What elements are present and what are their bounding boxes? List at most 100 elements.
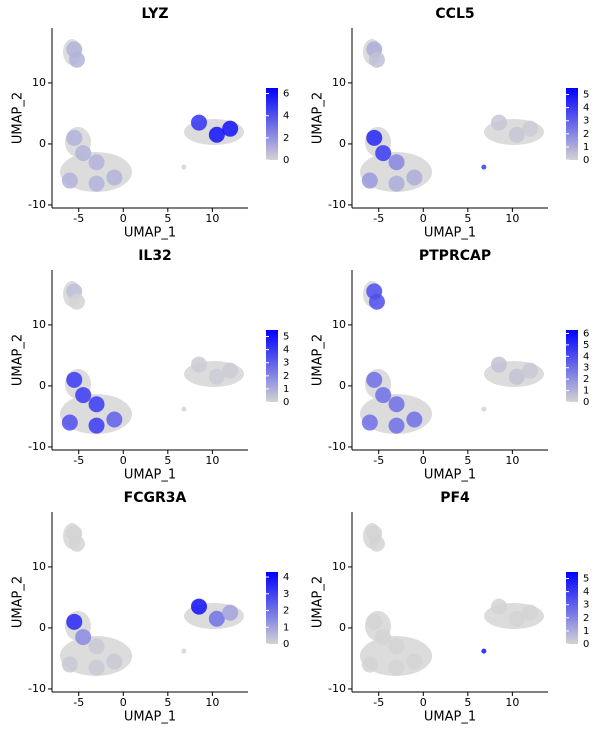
cell-point: [68, 293, 85, 310]
cell-point: [222, 120, 239, 137]
colorbar-tick-label: 5: [583, 574, 589, 585]
cell-point: [88, 175, 105, 192]
y-tick-label: 0: [339, 379, 346, 392]
cell-point: [191, 598, 207, 615]
colorbar-tick-label: 4: [583, 587, 589, 598]
cell-point: [375, 629, 392, 646]
x-tick-label: -5: [73, 454, 84, 467]
cell-point: [361, 656, 378, 673]
colorbar-tick-label: 0: [283, 639, 289, 650]
y-tick-label: -10: [28, 198, 46, 211]
cell-point: [181, 406, 187, 412]
colorbar-tick-label: 3: [583, 363, 589, 374]
colorbar-tick-label: 5: [583, 90, 589, 101]
cell-point: [61, 414, 78, 431]
colorbar: 0 1 2 3 4 5: [566, 88, 589, 166]
x-tick-label: 5: [164, 454, 171, 467]
x-tick-label: 10: [505, 454, 519, 467]
y-tick-label: 10: [332, 318, 346, 331]
panel-title: FCGR3A: [124, 490, 187, 506]
colorbar: 0 2 4 6: [266, 88, 289, 166]
colorbar-tick-label: 4: [583, 351, 589, 362]
x-tick-label: 10: [505, 212, 519, 225]
cell-point: [491, 598, 507, 615]
x-tick-label: 10: [205, 696, 219, 709]
cell-point: [66, 371, 83, 388]
panel-title: PF4: [440, 490, 470, 506]
colorbar-tick-label: 6: [583, 328, 589, 339]
colorbar-tick-label: 1: [583, 386, 589, 397]
cell-point: [75, 629, 92, 646]
y-tick-label: 0: [339, 137, 346, 150]
y-axis-label: UMAP_2: [311, 576, 326, 628]
colorbar-tick-label: 0: [583, 639, 589, 650]
cell-point: [208, 126, 225, 143]
colorbar-tick-label: 4: [283, 572, 289, 583]
y-tick-label: 10: [32, 318, 46, 331]
x-tick-label: 0: [420, 212, 427, 225]
cell-point: [66, 129, 83, 146]
cell-point: [522, 362, 539, 379]
x-axis-label: UMAP_1: [124, 468, 176, 483]
cell-point: [106, 653, 123, 670]
colorbar-tick-label: 4: [283, 111, 289, 122]
cell-point: [88, 638, 105, 655]
colorbar-tick-label: 0: [583, 155, 589, 166]
x-axis-label: UMAP_1: [124, 710, 176, 725]
cell-point: [68, 535, 85, 552]
x-tick-label: 5: [164, 212, 171, 225]
cell-point: [368, 51, 385, 68]
cell-point: [366, 613, 383, 630]
x-tick-label: 0: [120, 454, 127, 467]
colorbar-tick-label: 2: [283, 133, 289, 144]
cell-point: [208, 610, 225, 627]
cell-point: [191, 114, 207, 131]
colorbar-tick-label: 3: [283, 358, 289, 369]
cell-point: [361, 172, 378, 189]
feature-panel: IL32 -5 0 5 10 -10 0 10 UMAP_1 UMAP_2 0 1 2 3 4 5: [11, 248, 290, 483]
colorbar-bar: [566, 88, 578, 160]
x-tick-label: -5: [73, 696, 84, 709]
colorbar-tick-label: 3: [583, 600, 589, 611]
cell-point: [68, 51, 85, 68]
colorbar-bar: [266, 330, 278, 402]
x-tick-label: 0: [120, 696, 127, 709]
cell-point: [106, 169, 123, 186]
x-tick-label: 0: [120, 212, 127, 225]
colorbar-tick-label: 1: [583, 142, 589, 153]
colorbar-tick-label: 4: [583, 103, 589, 114]
cell-point: [481, 406, 487, 412]
x-tick-label: 5: [464, 454, 471, 467]
x-tick-label: -5: [373, 696, 384, 709]
feature-panel: FCGR3A -5 0 5 10 -10 0 10 UMAP_1 UMAP_2 0 1 2 3 4: [11, 490, 290, 725]
cell-point: [366, 371, 383, 388]
cell-point: [361, 414, 378, 431]
cell-point: [75, 387, 92, 404]
colorbar-tick-label: 1: [283, 622, 289, 633]
cell-point: [388, 638, 405, 655]
cell-point: [366, 129, 383, 146]
cell-point: [508, 610, 525, 627]
x-tick-label: 10: [205, 212, 219, 225]
x-tick-label: 0: [420, 454, 427, 467]
colorbar-tick-label: 5: [583, 340, 589, 351]
feature-panel: PF4 -5 0 5 10 -10 0 10 UMAP_1 UMAP_2 0 1 2 3 4 5: [311, 490, 590, 725]
panel-title: PTPRCAP: [419, 248, 491, 264]
feature-panel: LYZ -5 0 5 10 -10 0 10 UMAP_1 UMAP_2 0 2 4 6: [11, 6, 290, 241]
cell-point: [222, 362, 239, 379]
cell-point: [491, 356, 507, 373]
cell-point: [491, 114, 507, 131]
y-tick-label: -10: [328, 682, 346, 695]
x-axis-label: UMAP_1: [124, 226, 176, 241]
x-tick-label: -5: [373, 454, 384, 467]
y-tick-label: -10: [328, 198, 346, 211]
cell-point: [388, 396, 405, 413]
cell-point: [522, 604, 539, 621]
colorbar-tick-label: 0: [583, 397, 589, 408]
colorbar-tick-label: 0: [283, 397, 289, 408]
colorbar-tick-label: 2: [583, 374, 589, 385]
cell-point: [522, 120, 539, 137]
x-axis-label: UMAP_1: [424, 468, 476, 483]
y-tick-label: 10: [32, 560, 46, 573]
